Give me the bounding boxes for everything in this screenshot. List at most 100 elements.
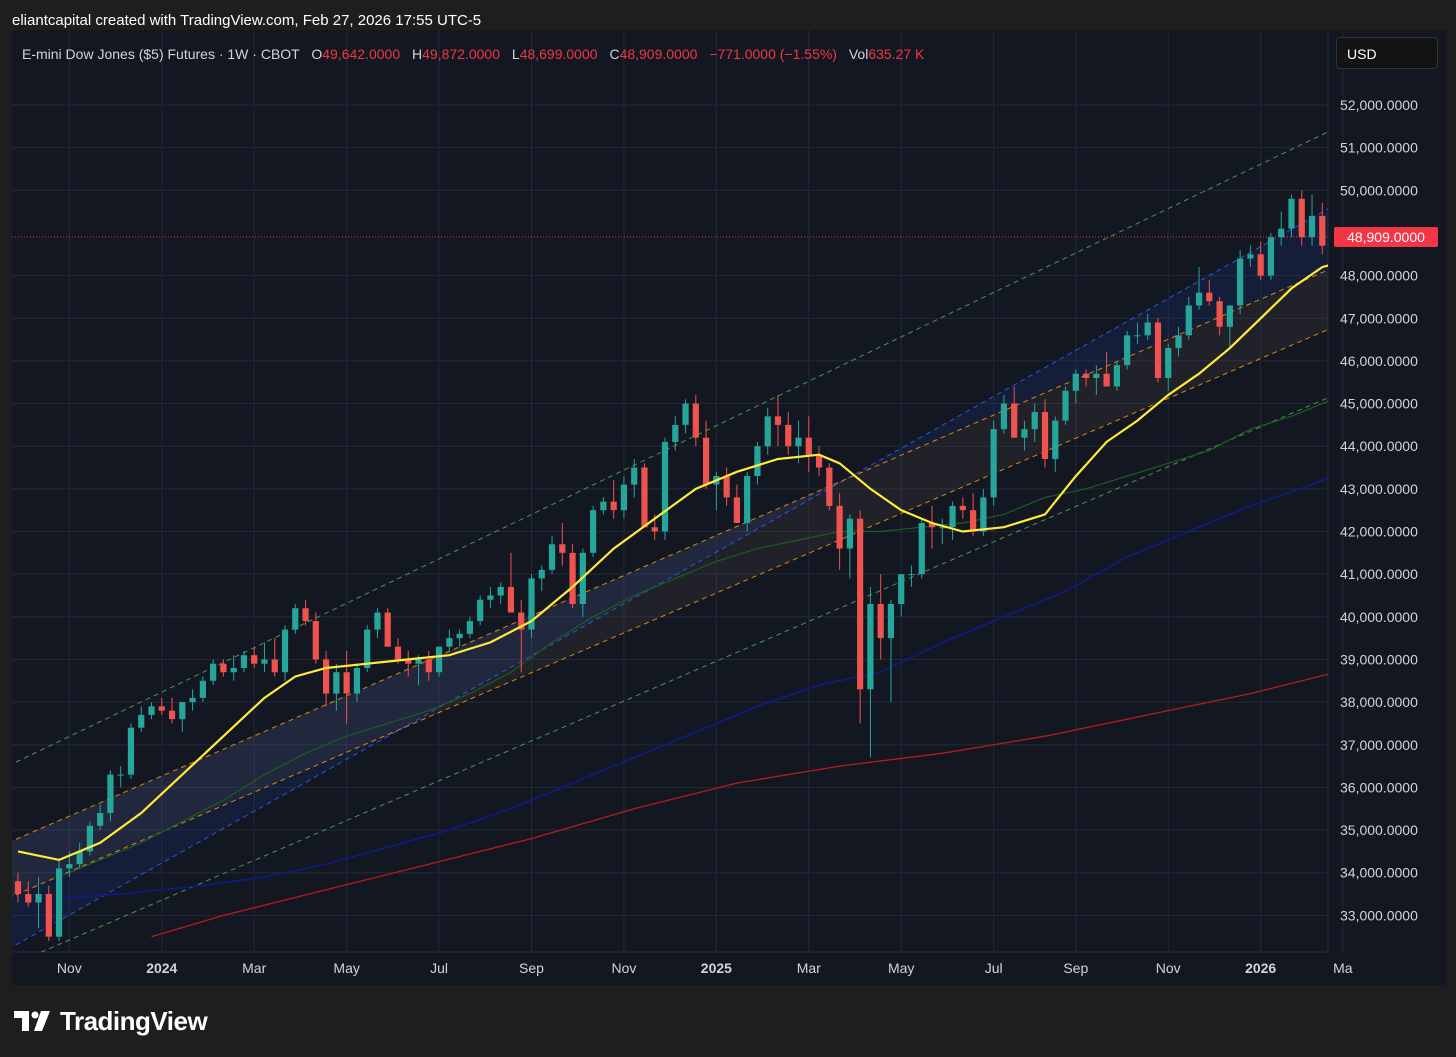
x-tick-label: Jul bbox=[430, 960, 448, 976]
sma-green-line bbox=[58, 400, 1328, 878]
sma-red-line bbox=[151, 673, 1328, 938]
candle-body bbox=[528, 578, 535, 630]
candle-body bbox=[672, 424, 679, 442]
x-tick-label: Jul bbox=[985, 960, 1003, 976]
candle-body bbox=[651, 527, 658, 532]
candle-body bbox=[25, 894, 32, 903]
candle-body bbox=[744, 476, 751, 523]
x-tick-label: Ma bbox=[1333, 960, 1353, 976]
channel-outer-top-line bbox=[12, 131, 1328, 765]
candle-body bbox=[251, 655, 258, 664]
close-value: 48,909.0000 bbox=[619, 46, 698, 62]
y-tick-label: 36,000.0000 bbox=[1340, 779, 1418, 795]
candle-body bbox=[1021, 429, 1028, 438]
candle-body bbox=[590, 510, 597, 553]
currency-button[interactable]: USD bbox=[1336, 37, 1438, 69]
candle-body bbox=[384, 612, 391, 647]
candle-body bbox=[1308, 215, 1316, 238]
y-tick-label: 43,000.0000 bbox=[1340, 481, 1418, 497]
x-tick-label: Nov bbox=[1156, 960, 1181, 976]
candle-body bbox=[1062, 390, 1069, 421]
y-tick-label: 35,000.0000 bbox=[1340, 822, 1418, 838]
candle-body bbox=[230, 667, 237, 673]
y-tick-label: 34,000.0000 bbox=[1340, 865, 1418, 881]
candle-body bbox=[425, 659, 432, 673]
y-tick-label: 33,000.0000 bbox=[1340, 907, 1418, 923]
candle-body bbox=[1267, 237, 1275, 276]
candle-body bbox=[887, 604, 895, 639]
y-tick-label: 39,000.0000 bbox=[1340, 651, 1418, 667]
candle-body bbox=[1226, 305, 1233, 327]
candle-body bbox=[1165, 348, 1172, 378]
x-tick-label: 2025 bbox=[701, 960, 732, 976]
x-tick-label: May bbox=[888, 960, 914, 976]
candle-body bbox=[1185, 305, 1192, 336]
candle-body bbox=[620, 484, 628, 511]
y-tick-label: 50,000.0000 bbox=[1340, 182, 1418, 198]
low-value: 48,699.0000 bbox=[519, 46, 598, 62]
candle-body bbox=[641, 467, 648, 528]
candle-body bbox=[271, 659, 278, 673]
candle-body bbox=[990, 429, 997, 498]
x-tick-label: 2026 bbox=[1245, 960, 1276, 976]
x-tick-label: Sep bbox=[1063, 960, 1088, 976]
change-value: −771.0000 (−1.55%) bbox=[709, 46, 837, 62]
candle-body bbox=[405, 659, 412, 664]
candle-body bbox=[1052, 420, 1059, 459]
candle-body bbox=[559, 544, 566, 553]
candle-body bbox=[1154, 322, 1162, 378]
channel-fill-mid bbox=[12, 270, 1328, 897]
candle-body bbox=[189, 697, 196, 703]
candle-body bbox=[815, 454, 823, 468]
candle-body bbox=[343, 672, 350, 694]
y-tick-label: 37,000.0000 bbox=[1340, 737, 1418, 753]
candle-body bbox=[179, 702, 186, 720]
candle-body bbox=[127, 727, 135, 775]
y-tick-label: 47,000.0000 bbox=[1340, 310, 1418, 326]
candle-body bbox=[394, 646, 402, 660]
y-tick-label: 51,000.0000 bbox=[1340, 140, 1418, 156]
sma-yellow-line bbox=[17, 264, 1328, 862]
y-tick-label: 42,000.0000 bbox=[1340, 524, 1418, 540]
candle-body bbox=[1216, 301, 1223, 327]
y-tick-label: 52,000.0000 bbox=[1340, 97, 1418, 113]
candle-body bbox=[292, 608, 299, 630]
y-tick-label: 38,000.0000 bbox=[1340, 694, 1418, 710]
tradingview-brand[interactable]: TradingView bbox=[14, 1003, 208, 1039]
y-tick-label: 44,000.0000 bbox=[1340, 438, 1418, 454]
close-label: C bbox=[609, 46, 620, 62]
candle-body bbox=[661, 441, 669, 532]
candle-body bbox=[210, 663, 217, 681]
channel-lower-line bbox=[40, 397, 1328, 952]
brand-name: TradingView bbox=[60, 1005, 208, 1036]
candle-body bbox=[364, 629, 371, 668]
candle-body bbox=[1072, 373, 1079, 391]
candle-body bbox=[538, 569, 545, 579]
tradingview-logo-icon bbox=[14, 1011, 50, 1031]
channel-mid-upper-line bbox=[12, 269, 1328, 842]
candle-body bbox=[466, 621, 473, 634]
candle-body bbox=[600, 501, 607, 511]
y-tick-label: 46,000.0000 bbox=[1340, 353, 1418, 369]
channel-mid-lower-line bbox=[12, 328, 1328, 897]
candle-body bbox=[702, 437, 710, 485]
candle-body bbox=[928, 522, 936, 528]
candle-body bbox=[1011, 403, 1018, 438]
candle-body bbox=[733, 497, 740, 523]
candle-body bbox=[1082, 373, 1090, 378]
candle-body bbox=[877, 604, 884, 639]
candle-body bbox=[220, 663, 227, 673]
candle-body bbox=[117, 774, 124, 776]
candle-body bbox=[826, 467, 833, 506]
last-price-tag: 48,909.0000 bbox=[1334, 226, 1438, 247]
candle-body bbox=[456, 633, 463, 639]
chart-credit: eliantcapital created with TradingView.c… bbox=[12, 12, 482, 29]
volume-label: Vol bbox=[848, 46, 869, 62]
candle-body bbox=[764, 416, 771, 447]
candle-body bbox=[1144, 322, 1151, 336]
candle-body bbox=[55, 868, 63, 937]
candle-body bbox=[199, 680, 206, 698]
candle-body bbox=[477, 599, 484, 622]
x-tick-label: Nov bbox=[611, 960, 636, 976]
